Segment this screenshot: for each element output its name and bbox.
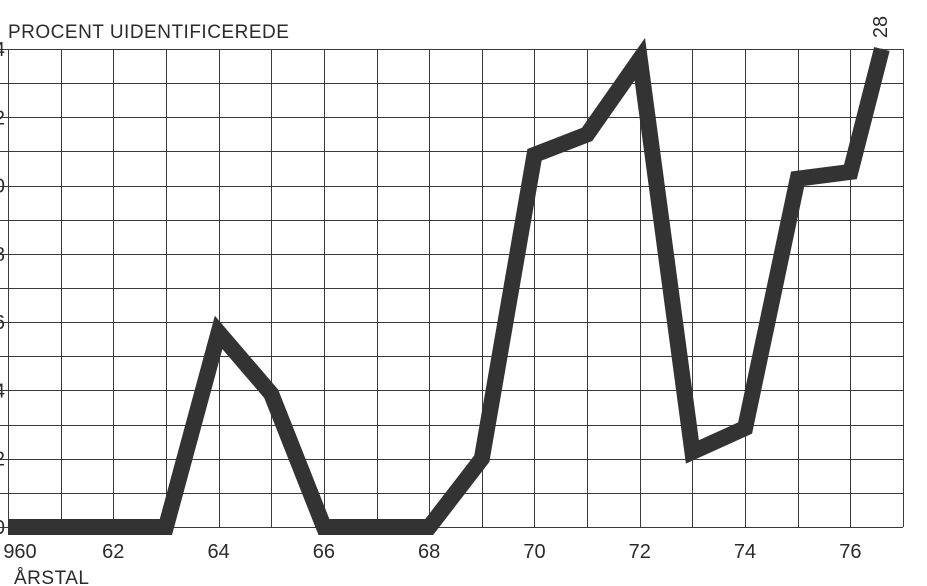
x-tick-label: 70 (523, 541, 545, 563)
chart-title: PROCENT UIDENTIFICEREDE (8, 22, 289, 43)
data-point (270, 393, 272, 395)
x-axis-label: ÅRSTAL (14, 568, 90, 586)
y-tick-label: 0 (0, 176, 5, 198)
y-tick-label: 2 (0, 449, 5, 471)
data-point (797, 178, 799, 180)
series-layer (7, 37, 890, 535)
x-tick-labels: 960 62 64 66 68 70 72 74 76 (3, 541, 861, 563)
data-point (428, 526, 430, 528)
x-tick-label: 960 (3, 541, 36, 563)
y-tick-labels: 4 2 0 8 6 4 2 0 (0, 39, 5, 539)
data-point (323, 526, 325, 528)
data-point (849, 171, 851, 173)
x-tick-label: 72 (629, 541, 651, 563)
annotation-label: 28 (870, 16, 892, 38)
data-point (691, 451, 693, 453)
data-point (744, 427, 746, 429)
y-tick-label: 2 (0, 107, 5, 129)
data-point (639, 58, 641, 60)
x-tick-label: 66 (313, 541, 335, 563)
data-point (881, 48, 883, 50)
data-point (165, 526, 167, 528)
data-point (112, 526, 114, 528)
data-point (586, 133, 588, 135)
series-line (8, 37, 890, 535)
y-tick-label: 4 (0, 39, 5, 61)
x-tick-label: 64 (207, 541, 229, 563)
x-tick-label: 76 (839, 541, 861, 563)
y-tick-label: 0 (0, 517, 5, 539)
y-tick-label: 6 (0, 312, 5, 334)
data-point (218, 331, 220, 333)
data-point (60, 526, 62, 528)
x-tick-label: 74 (734, 541, 756, 563)
x-tick-label: 62 (102, 541, 124, 563)
data-point (7, 526, 9, 528)
data-point (533, 154, 535, 156)
y-tick-label: 4 (0, 380, 5, 402)
data-point (481, 458, 483, 460)
y-tick-label: 8 (0, 244, 5, 266)
data-point (376, 526, 378, 528)
x-tick-label: 68 (418, 541, 440, 563)
